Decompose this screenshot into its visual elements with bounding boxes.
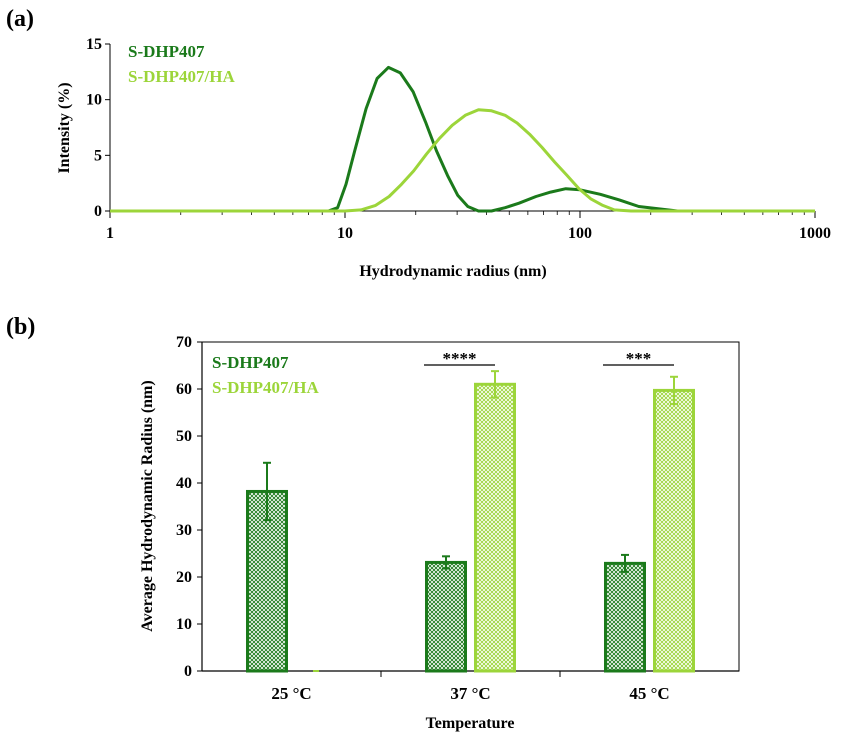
panel-b-ytick-label: 50 bbox=[176, 428, 192, 445]
panel-b-xtick-label: 45 °C bbox=[629, 684, 669, 703]
panel-a-ytick-label: 0 bbox=[94, 203, 102, 220]
panel-b-label: (b) bbox=[6, 314, 35, 340]
panel-b-ytick-label: 0 bbox=[184, 663, 192, 680]
significance-label: *** bbox=[626, 349, 652, 368]
panel-a-legend-dark: S-DHP407 bbox=[128, 42, 205, 61]
panel-a-series-line-s-dhp407-ha bbox=[110, 108, 815, 213]
bar-s-dhp407-ha-2 bbox=[474, 382, 516, 673]
panel-b-ytick-label: 30 bbox=[176, 522, 192, 539]
panel-a-series-line-s-dhp407 bbox=[110, 65, 815, 213]
panel-b-ytick-label: 20 bbox=[176, 569, 192, 586]
panel-b-x-axis-label: Temperature bbox=[426, 715, 515, 732]
panel-b-ytick-label: 10 bbox=[176, 616, 192, 633]
panel-b-legend-light: S-DHP407/HA bbox=[212, 378, 319, 397]
panel-b-xtick-label: 37 °C bbox=[450, 684, 490, 703]
panel-a-xtick-label: 1 bbox=[106, 225, 114, 242]
panel-a-legend-light: S-DHP407/HA bbox=[128, 67, 235, 86]
panel-b-y-axis-label: Average Hydrodynamic Radius (nm) bbox=[139, 380, 156, 631]
bar-s-dhp407-1 bbox=[246, 489, 288, 673]
panel-a-ytick-label: 10 bbox=[86, 92, 102, 109]
bar-s-dhp407-3 bbox=[604, 561, 646, 673]
panel-a-xtick-label: 10 bbox=[337, 225, 353, 242]
panel-a-line-chart: (a) 0 5 10 15 1 10 100 1000 Intensity (%) Hydr… bbox=[6, 6, 831, 280]
panel-b-xtick-label: 25 °C bbox=[271, 684, 311, 703]
panel-b-ytick-label: 70 bbox=[176, 334, 192, 351]
panel-b-ytick-label: 60 bbox=[176, 381, 192, 398]
panel-b-ytick-label: 40 bbox=[176, 475, 192, 492]
panel-a-y-axis-label: Intensity (%) bbox=[56, 82, 73, 173]
panel-a-xtick-label: 100 bbox=[568, 225, 592, 242]
significance-label: **** bbox=[443, 349, 477, 368]
panel-a-ytick-label: 5 bbox=[94, 147, 102, 164]
panel-b-legend-dark: S-DHP407 bbox=[212, 353, 289, 372]
bar-s-dhp407-ha-3 bbox=[653, 388, 695, 673]
bar-s-dhp407-2 bbox=[425, 560, 467, 673]
panel-a-ytick-label: 15 bbox=[86, 36, 102, 53]
panel-a-xtick-label: 1000 bbox=[799, 225, 831, 242]
panel-a-label: (a) bbox=[6, 6, 34, 32]
panel-a-x-axis-label: Hydrodynamic radius (nm) bbox=[359, 263, 546, 280]
